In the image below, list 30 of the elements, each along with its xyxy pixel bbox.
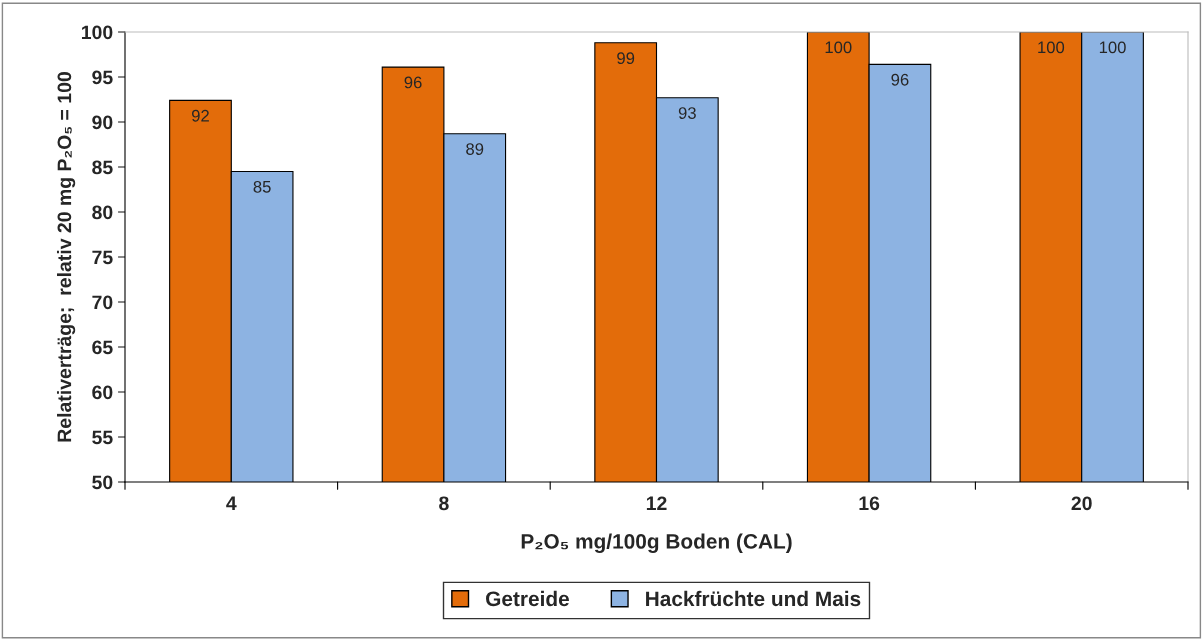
data-label: 100 bbox=[1099, 41, 1126, 54]
legend-label: Getreide bbox=[486, 590, 569, 607]
y-tick-label: 75 bbox=[92, 250, 113, 265]
y-tick-label: 70 bbox=[92, 295, 113, 310]
data-label: 85 bbox=[253, 180, 271, 193]
y-tick-label: 95 bbox=[92, 70, 113, 85]
x-tick-label: 16 bbox=[859, 496, 880, 511]
data-label: 100 bbox=[1038, 41, 1065, 54]
y-tick-label: 60 bbox=[92, 385, 113, 400]
x-tick-label: 20 bbox=[1071, 496, 1092, 511]
y-tick-label: 65 bbox=[92, 340, 113, 355]
x-axis-title: P₂O₅ mg/100g Boden (CAL) bbox=[521, 533, 792, 553]
data-label: 96 bbox=[404, 76, 422, 89]
legend-label: Hackfrüchte und Mais bbox=[646, 590, 861, 607]
x-tick-label: 12 bbox=[646, 496, 667, 510]
x-tick-label: 8 bbox=[439, 496, 449, 511]
data-label: 89 bbox=[466, 143, 484, 155]
y-tick-label: 55 bbox=[92, 430, 113, 445]
data-label: 92 bbox=[191, 109, 209, 122]
data-label: 100 bbox=[825, 41, 852, 54]
y-tick-label: 90 bbox=[92, 115, 113, 130]
data-label: 96 bbox=[891, 73, 909, 86]
x-tick-label: 4 bbox=[226, 496, 237, 510]
y-tick-label: 100 bbox=[81, 25, 113, 40]
y-tick-label: 85 bbox=[92, 160, 113, 175]
y-tick-label: 80 bbox=[92, 205, 113, 220]
data-label: 99 bbox=[617, 52, 635, 65]
data-label: 93 bbox=[678, 107, 696, 119]
y-axis-title: Relativerträge; relativ 20 mg P₂O₅ = 100 bbox=[56, 72, 76, 442]
y-tick-label: 50 bbox=[92, 475, 113, 490]
